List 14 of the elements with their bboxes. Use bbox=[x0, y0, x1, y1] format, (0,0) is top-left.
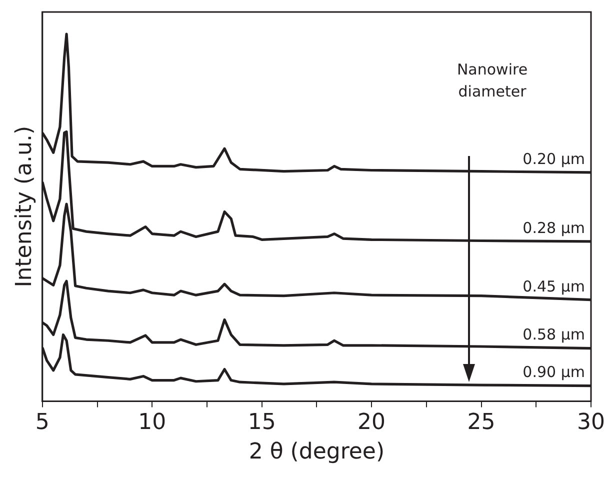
x-tick-label: 5 bbox=[35, 410, 50, 436]
series-label: 0.20 μm bbox=[522, 150, 586, 168]
y-axis-title: Intensity (a.u.) bbox=[12, 126, 37, 288]
series-label: 0.90 μm bbox=[522, 363, 586, 382]
x-tick-label: 10 bbox=[138, 410, 166, 436]
x-tick-label: 20 bbox=[358, 410, 386, 436]
series-label: 0.58 μm bbox=[522, 326, 586, 344]
x-tick-label: 15 bbox=[248, 410, 276, 436]
x-tick-label: 25 bbox=[467, 410, 496, 436]
x-axis-title: 2 θ (degree) bbox=[248, 440, 385, 465]
series-label: 0.28 μm bbox=[522, 218, 586, 237]
annotation: Nanowire diameter bbox=[456, 60, 528, 100]
x-tick-label: 30 bbox=[577, 410, 606, 436]
series-label: 0.45 μm bbox=[522, 277, 586, 296]
